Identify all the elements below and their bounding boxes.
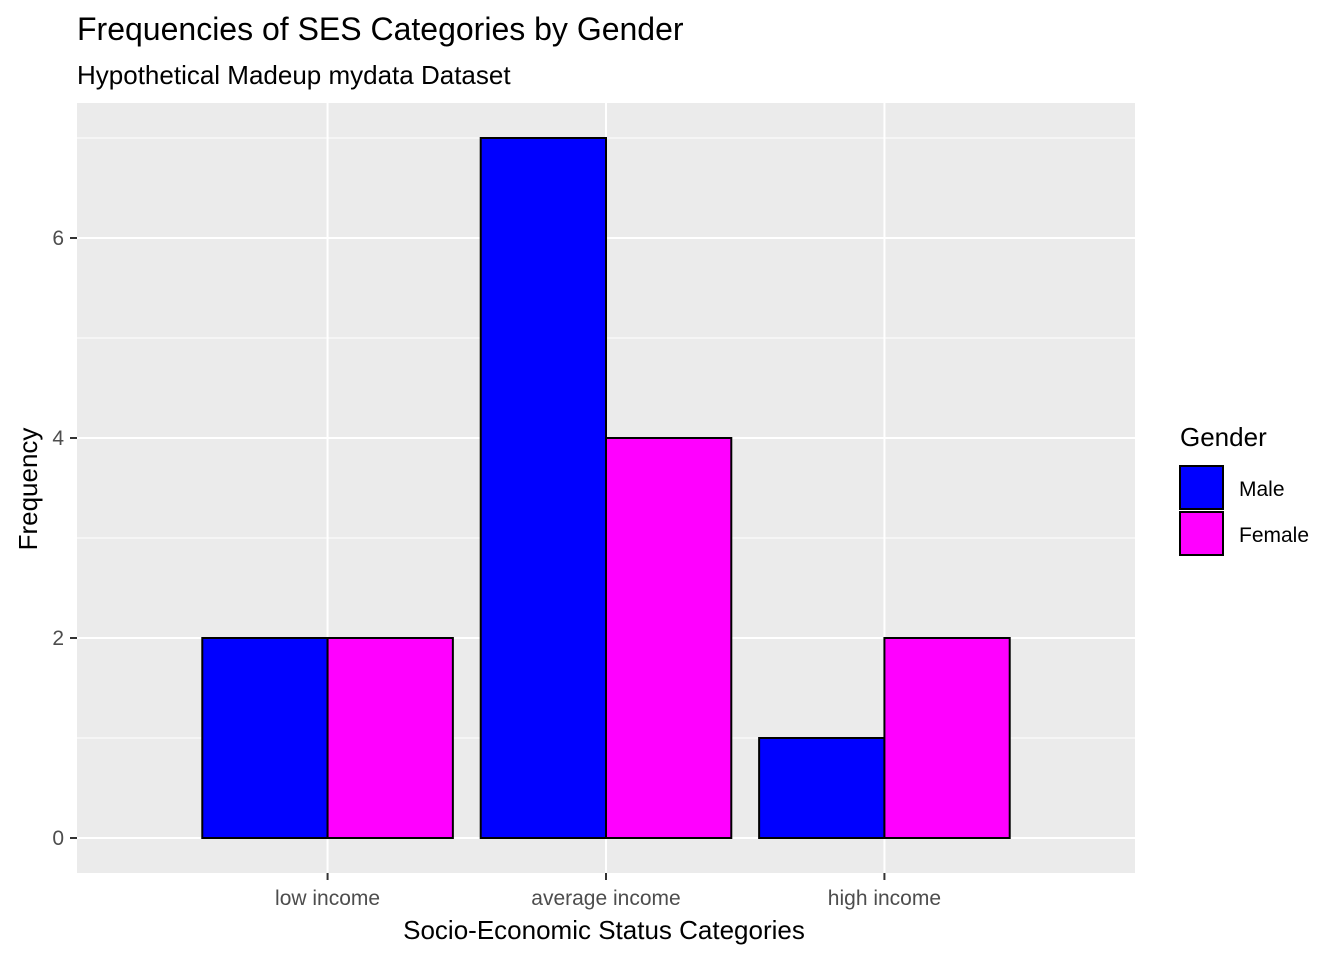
legend-key-female	[1179, 511, 1224, 556]
legend: Gender Male Female	[1179, 422, 1309, 556]
bars	[201, 137, 1011, 839]
x-axis: low income average income high income	[275, 873, 941, 910]
x-tick-label: average income	[531, 887, 680, 910]
x-tick-label: low income	[275, 887, 380, 910]
chart-title: Frequencies of SES Categories by Gender	[77, 11, 684, 47]
bar-male-average-income	[479, 137, 608, 839]
chart-subtitle: Hypothetical Madeup mydata Dataset	[77, 60, 511, 90]
x-tick-label: high income	[828, 887, 941, 910]
bar-male-high-income	[758, 737, 886, 839]
bar-female-low-income	[326, 637, 454, 839]
y-axis-title: Frequency	[13, 428, 43, 551]
bar-female-high-income	[883, 637, 1011, 839]
y-tick-label: 0	[52, 827, 64, 850]
bar-female-average-income	[605, 437, 733, 839]
legend-label-male: Male	[1239, 478, 1285, 501]
y-tick-label: 6	[52, 227, 64, 250]
y-tick-label: 2	[52, 627, 64, 650]
legend-title: Gender	[1180, 422, 1267, 452]
bar-male-low-income	[201, 637, 329, 839]
y-tick-label: 4	[52, 427, 64, 450]
y-axis: 0 2 4 6	[52, 227, 77, 850]
x-axis-title: Socio-Economic Status Categories	[403, 915, 805, 945]
legend-label-female: Female	[1239, 524, 1309, 547]
legend-key-male	[1179, 465, 1224, 510]
